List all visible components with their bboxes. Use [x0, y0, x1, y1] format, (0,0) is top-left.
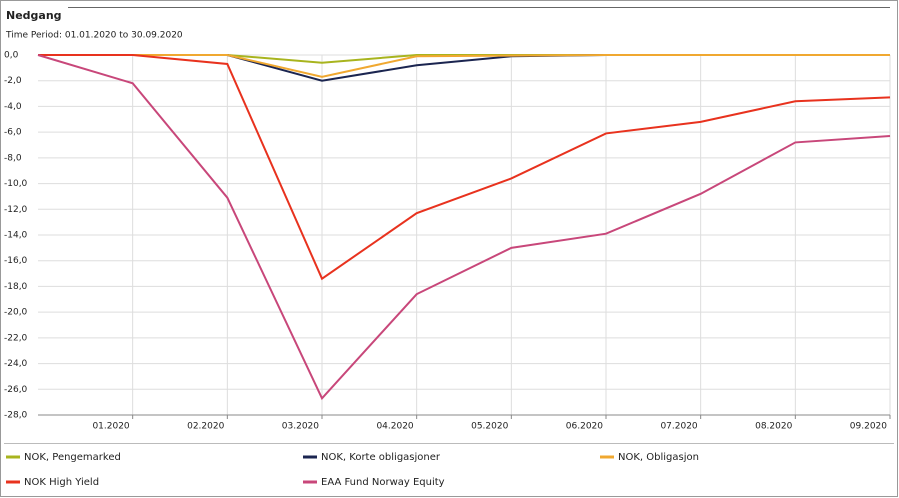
- series-line: [37, 54, 891, 401]
- y-tick-label: -8,0: [4, 153, 22, 163]
- y-tick-label: -18,0: [4, 282, 28, 292]
- y-tick-label: -26,0: [4, 385, 28, 395]
- y-tick-label: -20,0: [4, 308, 28, 318]
- chart-subtitle: Time Period: 01.01.2020 to 30.09.2020: [5, 31, 183, 41]
- series-line: [38, 54, 890, 78]
- x-tick-label: 03.2020: [282, 422, 319, 432]
- legend-label: NOK High Yield: [24, 477, 99, 488]
- series-line: [38, 54, 891, 281]
- legend-label: NOK, Obligasjon: [618, 452, 699, 463]
- y-tick-label: 0,0: [4, 51, 19, 61]
- x-tick-label: 02.2020: [187, 422, 224, 432]
- y-tick-label: -12,0: [4, 205, 28, 215]
- y-tick-label: -28,0: [4, 411, 28, 421]
- x-tick-label: 09.2020: [850, 422, 887, 432]
- x-tick-label: 05.2020: [471, 422, 508, 432]
- y-tick-label: -24,0: [4, 359, 28, 369]
- legend-label: NOK, Pengemarked: [24, 452, 121, 463]
- y-tick-label: -22,0: [4, 333, 28, 343]
- y-tick-label: -4,0: [4, 102, 22, 112]
- legend-label: EAA Fund Norway Equity: [321, 477, 445, 488]
- x-tick-label: 06.2020: [566, 422, 603, 432]
- x-tick-label: 07.2020: [660, 422, 697, 432]
- y-tick-label: -14,0: [4, 231, 28, 241]
- chart-title: Nedgang: [6, 9, 62, 22]
- y-tick-label: -6,0: [4, 128, 22, 138]
- legend-label: NOK, Korte obligasjoner: [321, 452, 441, 463]
- y-tick-label: -16,0: [4, 256, 28, 266]
- x-tick-label: 01.2020: [92, 422, 129, 432]
- y-tick-label: -10,0: [4, 179, 28, 189]
- x-tick-label: 08.2020: [755, 422, 792, 432]
- x-tick-label: 04.2020: [376, 422, 413, 432]
- y-tick-label: -2,0: [4, 76, 22, 86]
